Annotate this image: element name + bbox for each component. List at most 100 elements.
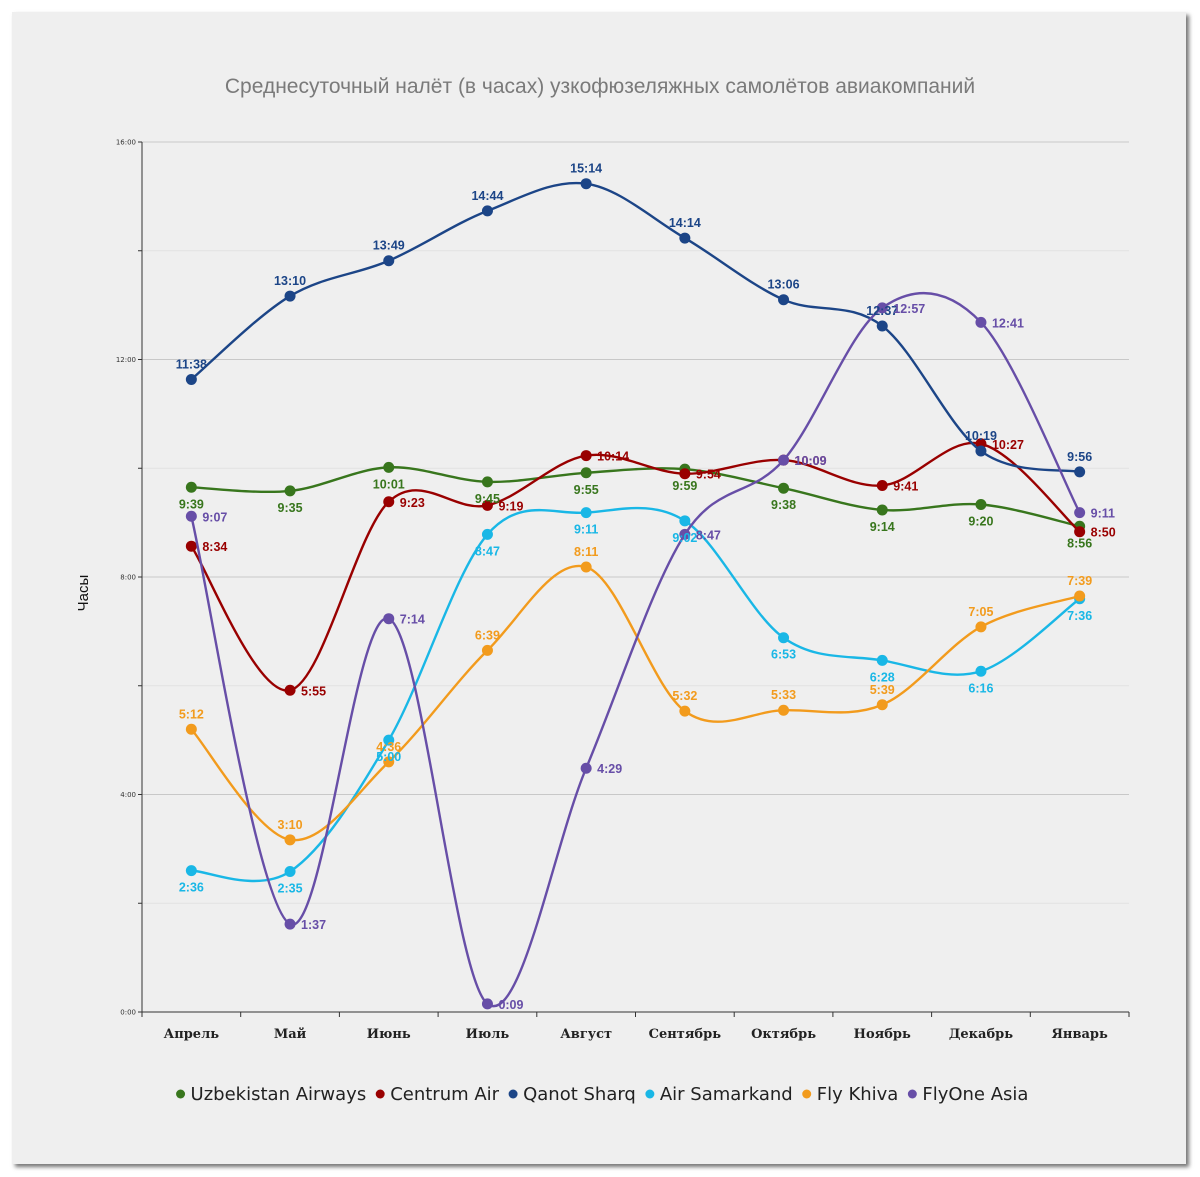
data-point [876,479,888,491]
legend-label: Centrum Air [390,1084,499,1105]
data-point [778,632,790,644]
data-point [679,515,691,527]
series-line [190,181,1080,474]
data-point [876,654,888,666]
data-point [185,723,197,735]
x-tick-label: Июль [466,1027,510,1042]
data-point [185,510,197,522]
data-label: 12:41 [992,316,1024,330]
data-point [284,866,296,878]
data-label: 7:14 [400,613,425,627]
data-label: 5:55 [301,684,326,698]
data-label: 6:28 [870,670,895,684]
y-tick-label: 4:00 [120,791,136,799]
data-label: 9:35 [278,501,303,515]
legend-item: Fly Khiva [802,1084,898,1105]
data-point [679,528,691,540]
data-label: 6:16 [968,681,993,695]
data-label: 4:36 [376,740,401,754]
data-label: 15:14 [570,162,602,176]
data-label: 6:39 [475,628,500,642]
data-point [580,178,592,190]
data-point [876,302,888,314]
data-label: 12:37 [866,304,898,318]
data-point [383,496,395,508]
data-label: 10:01 [373,477,405,491]
legend-item: Centrum Air [375,1084,500,1105]
data-point [185,540,197,552]
data-label: 10:19 [965,429,997,443]
data-label: 9:45 [475,492,500,506]
data-label: 10:09 [795,454,827,468]
data-label: 13:49 [373,239,405,253]
data-point [1074,526,1086,538]
data-label: 9:02 [672,531,697,545]
legend-item: Air Samarkand [645,1084,793,1105]
data-label: 9:14 [870,520,895,534]
data-point [1074,466,1086,478]
data-label: 2:35 [278,882,303,896]
data-point [383,756,395,768]
data-point [778,704,790,716]
y-tick-label: 12:00 [116,356,136,364]
data-label: 9:23 [400,496,425,510]
data-label: 9:11 [574,523,598,537]
data-label: 10:14 [597,450,629,464]
data-label: 8:56 [1067,536,1092,550]
x-tick-label: Апрель [164,1027,220,1042]
data-point [975,316,987,328]
data-label: 7:36 [1067,609,1092,623]
data-label: 7:05 [968,605,993,619]
series-line [190,441,1081,692]
data-point [679,705,691,717]
data-label: 5:12 [179,707,204,721]
data-point [580,450,592,462]
data-point [876,320,888,332]
legend-marker [508,1089,518,1099]
legend-marker [907,1089,917,1099]
data-point [481,528,493,540]
x-tick-label: Ноябрь [854,1027,911,1042]
series-line [191,466,1080,528]
data-label: 9:11 [1091,507,1115,521]
data-label: 11:38 [176,357,207,371]
data-point [1074,590,1086,602]
data-point [284,485,296,497]
data-point [185,373,197,385]
data-point [481,476,493,488]
data-label: 9:54 [696,468,721,482]
y-tick-label: 0:00 [120,1009,136,1017]
data-point [284,918,296,930]
x-tick-label: Октябрь [751,1027,816,1042]
data-label: 1:37 [301,918,326,932]
series-line [190,292,1081,1008]
axes: 0:00 4:00 8:00 12:00 16:00 Апрель Май Июнь Июль А… [116,139,1130,1042]
data-point [481,998,493,1010]
data-labels: 9:39 9:35 10:01 9:45 9:55 9:59 9:38 9:14 9:20 8:5… [176,162,1116,1012]
data-point [975,499,987,510]
data-label: 9:19 [498,499,523,513]
data-label: 8:47 [696,528,721,542]
data-point [284,834,296,846]
x-tick-label: Сентябрь [649,1027,722,1042]
data-label: 8:47 [475,544,500,558]
legend-item: Qanot Sharq [508,1084,636,1105]
data-point [284,684,296,696]
data-point [975,621,987,633]
data-label: 9:20 [968,515,993,529]
data-label: 9:07 [202,510,227,524]
data-label: 9:39 [179,497,204,511]
legend-label: Uzbekistan Airways [191,1084,367,1105]
data-label: 9:55 [574,483,599,497]
data-label: 4:29 [597,762,622,776]
data-point [185,865,197,877]
data-point [580,467,592,479]
data-point [383,734,395,746]
data-point [580,507,592,519]
data-point [481,205,493,217]
x-tick-label: Январь [1051,1027,1108,1042]
x-tick-label: Июнь [367,1027,411,1042]
data-label: 5:32 [672,689,697,703]
legend-marker [645,1089,655,1099]
